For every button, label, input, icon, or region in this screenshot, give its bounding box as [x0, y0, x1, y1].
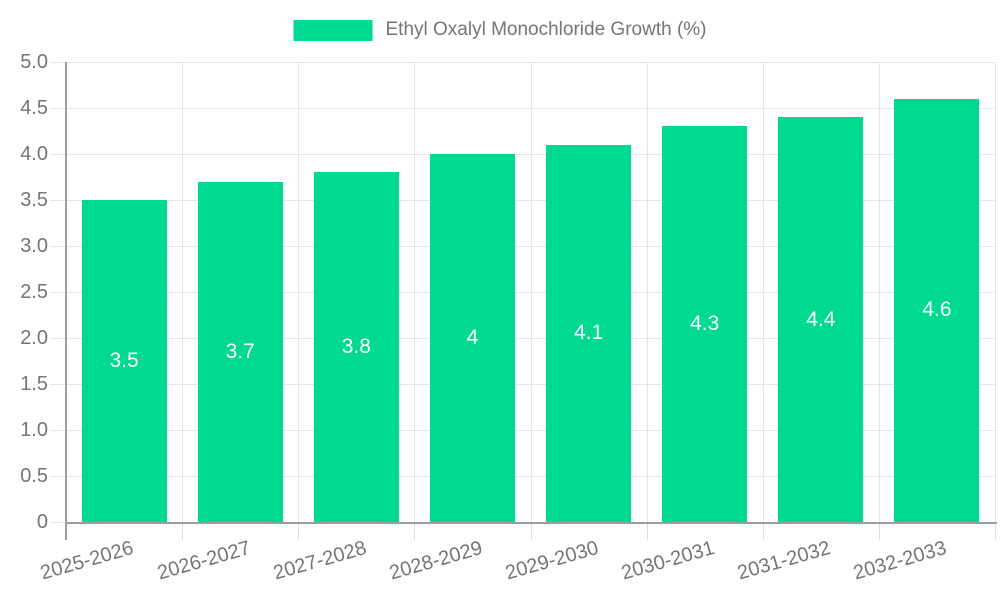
bar[interactable]: [313, 172, 399, 522]
x-category-label: 2029-2030: [502, 536, 601, 585]
h-gridline: [50, 200, 995, 201]
y-tick-label: 3.5: [20, 189, 48, 211]
bar[interactable]: [662, 126, 748, 522]
h-gridline: [50, 430, 995, 431]
y-tick-label: 0: [36, 511, 48, 533]
h-gridline: [50, 62, 995, 63]
bar[interactable]: [197, 181, 283, 522]
y-tick-label: 4.5: [20, 97, 48, 119]
x-tick: [414, 522, 416, 540]
legend-label: Ethyl Oxalyl Monochloride Growth (%): [385, 19, 707, 40]
bar-value-label: 3.5: [109, 349, 139, 372]
bar-value-label: 4.3: [690, 312, 720, 336]
v-gridline: [995, 62, 996, 522]
y-tick-label: 5.0: [20, 51, 48, 73]
x-axis-line: [65, 522, 997, 524]
bar-value-label: 4: [466, 326, 479, 349]
v-gridline: [762, 62, 764, 522]
x-category-label: 2027-2028: [270, 536, 369, 585]
x-tick: [530, 522, 532, 540]
x-category-label: 2028-2029: [386, 536, 485, 585]
bar-value-label: 3.8: [341, 335, 371, 359]
v-gridline: [182, 62, 184, 522]
y-tick-label: 4.0: [20, 143, 48, 165]
h-gridline: [50, 154, 995, 155]
y-axis-line: [65, 62, 67, 540]
y-tick-label: 3.0: [20, 235, 48, 257]
y-tick-label: 0.5: [20, 465, 48, 487]
h-gridline: [50, 246, 995, 247]
v-gridline: [878, 62, 880, 522]
y-tick-label: 1.5: [20, 373, 48, 395]
bar[interactable]: [894, 98, 980, 522]
v-gridline: [298, 62, 300, 522]
y-tick-label: 1.0: [20, 419, 48, 441]
x-category-label: 2026-2027: [154, 536, 253, 585]
legend-swatch: [293, 19, 373, 41]
v-gridline: [646, 62, 648, 522]
x-tick: [878, 522, 880, 540]
x-tick: [995, 522, 996, 540]
legend-item[interactable]: Ethyl Oxalyl Monochloride Growth (%): [293, 19, 707, 41]
bar[interactable]: [778, 117, 864, 522]
x-category-label: 2031-2032: [735, 536, 834, 585]
h-gridline: [50, 384, 995, 385]
h-gridline: [50, 292, 995, 293]
v-gridline: [414, 62, 416, 522]
x-tick: [298, 522, 300, 540]
x-category-label: 2030-2031: [619, 536, 718, 585]
bar[interactable]: [81, 200, 167, 522]
bar[interactable]: [546, 144, 632, 522]
bar-value-label: 4.1: [573, 321, 604, 345]
x-tick: [182, 522, 184, 540]
y-tick-label: 2.5: [20, 281, 48, 303]
h-gridline: [50, 476, 995, 477]
x-tick: [762, 522, 764, 540]
y-tick-label: 2.0: [20, 327, 48, 349]
x-category-label: 2032-2033: [851, 536, 950, 585]
x-category-label: 2025-2026: [38, 536, 137, 585]
h-gridline: [50, 338, 995, 339]
bar-value-label: 4.6: [922, 298, 952, 322]
bar-value-label: 3.7: [225, 339, 255, 363]
bar[interactable]: [429, 154, 515, 522]
v-gridline: [530, 62, 532, 522]
h-gridline: [50, 108, 995, 109]
x-tick: [646, 522, 648, 540]
bar-value-label: 4.4: [806, 307, 836, 331]
